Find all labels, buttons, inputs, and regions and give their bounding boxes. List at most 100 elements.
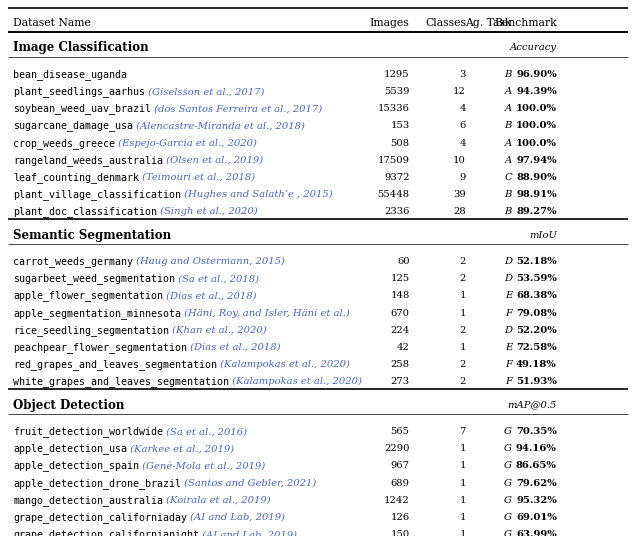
Text: apple_segmentation_minnesota: apple_segmentation_minnesota (13, 308, 181, 318)
Text: 258: 258 (390, 360, 410, 369)
Text: 689: 689 (390, 479, 410, 488)
Text: E: E (505, 292, 512, 301)
Text: 28: 28 (453, 207, 466, 216)
Text: 51.93%: 51.93% (516, 377, 557, 386)
Text: 1: 1 (460, 513, 466, 522)
Text: 1: 1 (460, 530, 466, 536)
Text: 7: 7 (460, 427, 466, 436)
Text: 670: 670 (390, 309, 410, 318)
Text: (Kalampokas et al., 2020): (Kalampokas et al., 2020) (229, 377, 362, 386)
Text: plant_village_classification: plant_village_classification (13, 189, 181, 200)
Text: 55448: 55448 (378, 190, 410, 199)
Text: peachpear_flower_segmentation: peachpear_flower_segmentation (13, 342, 187, 353)
Text: mango_detection_australia: mango_detection_australia (13, 495, 163, 506)
Text: 2: 2 (460, 326, 466, 335)
Text: 94.16%: 94.16% (516, 444, 557, 453)
Text: 49.18%: 49.18% (516, 360, 557, 369)
Text: G: G (504, 444, 512, 453)
Text: Ag. Task: Ag. Task (465, 18, 512, 27)
Text: (Haug and Ostermann, 2015): (Haug and Ostermann, 2015) (133, 257, 285, 266)
Text: 10: 10 (453, 156, 466, 165)
Text: (Sa et al., 2018): (Sa et al., 2018) (175, 274, 259, 283)
Text: 100.0%: 100.0% (516, 104, 557, 113)
Text: D: D (504, 274, 512, 283)
Text: apple_detection_spain: apple_detection_spain (13, 460, 139, 472)
Text: 100.0%: 100.0% (516, 121, 557, 130)
Text: carrot_weeds_germany: carrot_weeds_germany (13, 256, 133, 267)
Text: 1295: 1295 (384, 70, 410, 79)
Text: C: C (504, 173, 512, 182)
Text: 97.94%: 97.94% (516, 156, 557, 165)
Text: 72.58%: 72.58% (516, 343, 557, 352)
Text: 1: 1 (460, 444, 466, 453)
Text: apple_detection_drone_brazil: apple_detection_drone_brazil (13, 478, 181, 489)
Text: Classes: Classes (425, 18, 466, 27)
Text: (Singh et al., 2020): (Singh et al., 2020) (157, 207, 258, 216)
Text: fruit_detection_worldwide: fruit_detection_worldwide (13, 426, 163, 437)
Text: D: D (504, 257, 512, 266)
Text: grape_detection_californianight: grape_detection_californianight (13, 529, 199, 536)
Text: 89.27%: 89.27% (516, 207, 557, 216)
Text: 69.01%: 69.01% (516, 513, 557, 522)
Text: 1: 1 (460, 461, 466, 471)
Text: (Gené-Mola et al., 2019): (Gené-Mola et al., 2019) (139, 461, 265, 471)
Text: 273: 273 (390, 377, 410, 386)
Text: 4: 4 (460, 104, 466, 113)
Text: 5539: 5539 (384, 87, 410, 96)
Text: (Karkee et al., 2019): (Karkee et al., 2019) (127, 444, 234, 453)
Text: D: D (504, 326, 512, 335)
Text: 2: 2 (460, 257, 466, 266)
Text: 42: 42 (397, 343, 410, 352)
Text: Benchmark: Benchmark (494, 18, 557, 27)
Text: 2: 2 (460, 360, 466, 369)
Text: Dataset Name: Dataset Name (13, 18, 91, 27)
Text: rangeland_weeds_australia: rangeland_weeds_australia (13, 155, 163, 166)
Text: 53.59%: 53.59% (516, 274, 557, 283)
Text: E: E (505, 343, 512, 352)
Text: grape_detection_californiaday: grape_detection_californiaday (13, 512, 187, 523)
Text: (Khan et al., 2020): (Khan et al., 2020) (169, 326, 267, 335)
Text: red_grapes_and_leaves_segmentation: red_grapes_and_leaves_segmentation (13, 359, 217, 370)
Text: (dos Santos Ferreira et al., 2017): (dos Santos Ferreira et al., 2017) (151, 104, 322, 113)
Text: mAP@0.5: mAP@0.5 (508, 400, 557, 410)
Text: 98.91%: 98.91% (516, 190, 557, 199)
Text: (Koirala et al., 2019): (Koirala et al., 2019) (163, 496, 271, 505)
Text: 100.0%: 100.0% (516, 138, 557, 147)
Text: 9372: 9372 (384, 173, 410, 182)
Text: mIoU: mIoU (529, 230, 557, 240)
Text: 39: 39 (453, 190, 466, 199)
Text: 86.65%: 86.65% (516, 461, 557, 471)
Text: 79.08%: 79.08% (516, 309, 557, 318)
Text: white_grapes_and_leaves_segmentation: white_grapes_and_leaves_segmentation (13, 376, 229, 387)
Text: apple_flower_segmentation: apple_flower_segmentation (13, 291, 163, 301)
Text: 1: 1 (460, 496, 466, 505)
Text: (Hughes and Salath’e , 2015): (Hughes and Salath’e , 2015) (181, 190, 333, 199)
Text: 1: 1 (460, 479, 466, 488)
Text: 94.39%: 94.39% (516, 87, 557, 96)
Text: F: F (505, 377, 512, 386)
Text: 17509: 17509 (378, 156, 410, 165)
Text: (Espejo-Garcia et al., 2020): (Espejo-Garcia et al., 2020) (115, 138, 257, 147)
Text: soybean_weed_uav_brazil: soybean_weed_uav_brazil (13, 103, 151, 114)
Text: A: A (505, 156, 512, 165)
Text: (Häni, Roy, and Isler, Häni et al.): (Häni, Roy, and Isler, Häni et al.) (181, 309, 349, 318)
Text: 148: 148 (390, 292, 410, 301)
Text: (Teimouri et al., 2018): (Teimouri et al., 2018) (139, 173, 255, 182)
Text: 508: 508 (390, 138, 410, 147)
Text: leaf_counting_denmark: leaf_counting_denmark (13, 172, 139, 183)
Text: 60: 60 (397, 257, 410, 266)
Text: (Alencastre-Miranda et al., 2018): (Alencastre-Miranda et al., 2018) (133, 121, 305, 130)
Text: 68.38%: 68.38% (516, 292, 557, 301)
Text: sugarcane_damage_usa: sugarcane_damage_usa (13, 121, 133, 131)
Text: 6: 6 (460, 121, 466, 130)
Text: 1242: 1242 (384, 496, 410, 505)
Text: (Dias et al., 2018): (Dias et al., 2018) (163, 292, 257, 301)
Text: G: G (504, 479, 512, 488)
Text: 224: 224 (390, 326, 410, 335)
Text: (AI and Lab, 2019): (AI and Lab, 2019) (187, 513, 285, 522)
Text: 2336: 2336 (384, 207, 410, 216)
Text: 150: 150 (390, 530, 410, 536)
Text: 967: 967 (390, 461, 410, 471)
Text: 52.20%: 52.20% (516, 326, 557, 335)
Text: Images: Images (370, 18, 410, 27)
